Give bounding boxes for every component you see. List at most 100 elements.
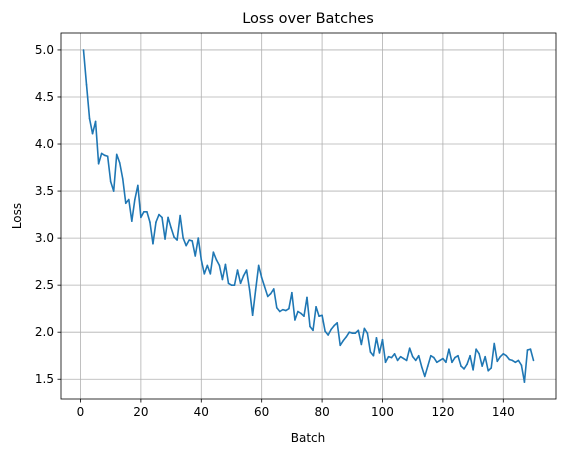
x-axis-ticks: 0 20 40 60 80 100 120 140 [77, 399, 515, 419]
data-point [179, 214, 181, 217]
data-point [303, 315, 305, 318]
data-point [137, 184, 139, 187]
data-point [134, 198, 136, 201]
data-point [357, 329, 360, 332]
data-point [396, 359, 399, 362]
data-point [520, 364, 523, 366]
series-group [82, 49, 535, 383]
data-point [345, 336, 348, 338]
data-point [426, 365, 429, 367]
data-point [85, 83, 88, 86]
data-point [140, 216, 142, 219]
data-point [176, 239, 178, 241]
y-tick-label: 4.5 [35, 90, 54, 104]
x-tick-label: 60 [254, 405, 269, 419]
data-point [146, 210, 148, 213]
data-point [227, 282, 230, 285]
data-point [333, 324, 335, 327]
data-point [131, 220, 133, 222]
data-point [451, 361, 453, 364]
data-point [100, 152, 103, 155]
data-point [263, 286, 266, 288]
data-point [330, 328, 332, 331]
y-axis-label: Loss [10, 203, 24, 229]
data-point [215, 258, 218, 261]
data-point [230, 284, 233, 286]
data-point [272, 288, 275, 290]
data-point [363, 327, 366, 330]
data-point [472, 369, 474, 371]
data-point [128, 198, 130, 201]
data-point [239, 282, 242, 285]
data-point [402, 357, 405, 360]
y-tick-label: 1.5 [35, 372, 54, 386]
data-point [318, 315, 320, 318]
data-point [445, 361, 447, 364]
data-point [327, 334, 329, 336]
data-point [457, 354, 459, 357]
data-point [149, 221, 151, 223]
data-point [91, 132, 94, 135]
data-point [502, 353, 505, 355]
data-point [182, 237, 184, 239]
data-point [384, 361, 387, 364]
data-point [405, 359, 408, 362]
x-tick-label: 80 [314, 405, 329, 419]
y-tick-label: 2.5 [35, 278, 54, 292]
data-point [378, 352, 381, 354]
data-point [454, 356, 456, 359]
x-axis-label: Batch [291, 431, 326, 445]
data-point [375, 337, 378, 339]
data-point [321, 314, 323, 317]
data-point [203, 273, 206, 275]
data-point [420, 366, 423, 368]
data-point [517, 359, 520, 362]
data-point [112, 190, 115, 192]
data-point [309, 325, 311, 328]
data-point [209, 273, 212, 275]
data-point [411, 355, 414, 358]
data-point [82, 49, 85, 51]
data-point [221, 278, 224, 281]
data-point [442, 357, 444, 360]
data-point [306, 296, 308, 299]
data-point [399, 355, 402, 358]
data-point [487, 369, 489, 372]
data-point [254, 289, 257, 291]
grid-lines [61, 33, 556, 399]
chart-title: Loss over Batches [242, 11, 374, 27]
data-point [390, 356, 393, 359]
data-point [511, 359, 514, 362]
data-point [466, 363, 468, 365]
data-point [152, 242, 154, 245]
data-point [417, 354, 420, 357]
data-point [505, 354, 508, 357]
x-tick-label: 0 [77, 405, 85, 419]
plot-area-frame [60, 32, 557, 400]
data-point [188, 239, 191, 241]
data-point [155, 221, 157, 223]
y-axis-ticks: 1.5 2.0 2.5 3.0 3.5 4.0 4.5 5.0 [35, 43, 61, 386]
y-tick-label: 3.0 [35, 231, 54, 245]
data-point [372, 354, 375, 357]
data-point [496, 360, 499, 363]
data-point [315, 305, 317, 308]
data-point [288, 307, 290, 310]
data-point [351, 332, 354, 334]
data-point [97, 162, 100, 165]
data-point [173, 236, 175, 238]
data-point [297, 310, 299, 313]
x-tick-label: 120 [431, 405, 454, 419]
data-point [236, 269, 239, 271]
y-tick-label: 2.0 [35, 325, 54, 339]
data-point [348, 331, 351, 333]
x-tick-label: 100 [371, 405, 394, 419]
data-point [478, 353, 480, 355]
data-point [354, 332, 357, 334]
data-point [526, 349, 529, 351]
data-point [499, 355, 502, 358]
data-point [143, 210, 145, 213]
data-point [369, 351, 372, 353]
data-point [106, 155, 109, 158]
data-point [360, 343, 363, 346]
